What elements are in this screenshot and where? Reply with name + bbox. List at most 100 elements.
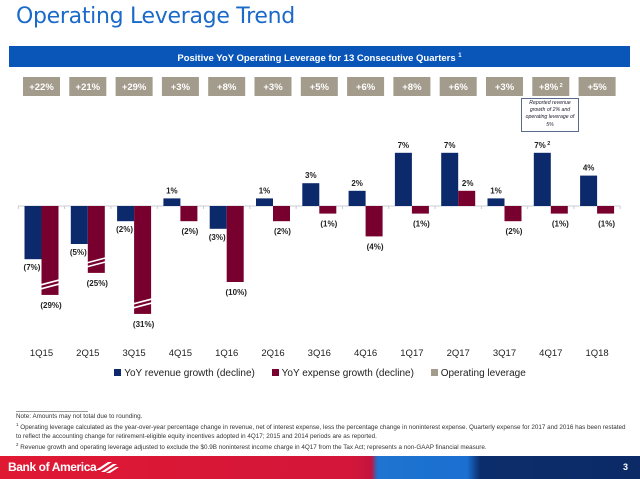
leverage-label: +3% [171, 82, 191, 93]
axis-break-mark [132, 298, 153, 305]
footnote-text: Note: Amounts may not total due to round… [16, 413, 143, 420]
footnotes: Note: Amounts may not total due to round… [16, 413, 631, 452]
legend-swatch-revenue [114, 369, 122, 376]
leverage-box [439, 77, 477, 96]
expense-label: (10%) [226, 288, 248, 297]
leverage-label: +22% [29, 82, 54, 93]
x-tick-label: 1Q18 [585, 348, 608, 359]
expense-bar [365, 206, 383, 237]
leverage-label: +5% [310, 82, 330, 93]
revenue-label: (7%) [24, 263, 41, 272]
legend-label-expense: YoY expense growth (decline) [281, 368, 414, 379]
x-tick-label: 4Q16 [354, 348, 377, 359]
axis-break-mark [40, 283, 60, 290]
x-tick-label: 4Q15 [169, 348, 192, 359]
revenue-bar [302, 183, 320, 206]
revenue-bar [441, 152, 459, 206]
expense-bar [226, 206, 244, 282]
expense-label: (1%) [552, 220, 569, 229]
revenue-bar [580, 175, 598, 206]
leverage-label: +8% [402, 82, 422, 93]
axis-break-mark [40, 279, 60, 286]
leverage-box [23, 77, 60, 96]
expense-bar [87, 206, 105, 273]
expense-label: (2%) [506, 227, 523, 236]
expense-label: (4%) [367, 242, 384, 251]
legend-item-revenue: YoY revenue growth (decline) [114, 368, 255, 379]
revenue-label: 1% [490, 186, 502, 195]
leverage-box [300, 77, 338, 96]
expense-bar [319, 206, 337, 214]
revenue-bar [487, 198, 505, 206]
expense-bar [504, 206, 522, 222]
legend-label-revenue: YoY revenue growth (decline) [124, 368, 255, 379]
revenue-label: 4% [583, 164, 595, 173]
banner-text: Positive YoY Operating Leverage for 13 C… [177, 53, 456, 65]
leverage-label: +3% [495, 82, 515, 93]
expense-label: (1%) [320, 220, 337, 229]
leverage-box [578, 77, 616, 96]
x-tick-label: 2Q17 [447, 348, 470, 359]
revenue-label: 1% [166, 186, 178, 195]
expense-label: 2% [462, 179, 474, 188]
x-tick-label: 2Q15 [76, 348, 99, 359]
expense-bar [411, 206, 429, 214]
x-tick-label: 2Q16 [261, 348, 284, 359]
revenue-label: 1% [259, 186, 271, 195]
leverage-label: +6% [356, 82, 376, 93]
revenue-bar [70, 206, 88, 244]
expense-bar [41, 206, 59, 295]
flag-logo-icon [96, 462, 119, 473]
revenue-label: 7% [398, 141, 410, 150]
expense-bar [458, 190, 476, 206]
leverage-box [69, 77, 107, 96]
axis-break-mark [86, 257, 107, 264]
banner: Positive YoY Operating Leverage for 13 C… [9, 46, 630, 67]
footnote-text: Operating leverage calculated as the yea… [16, 424, 626, 440]
revenue-bar [24, 206, 42, 260]
revenue-bar [163, 198, 181, 206]
expense-bar [273, 206, 290, 222]
footnote-mark: 2 [16, 441, 19, 447]
x-tick-label: 3Q16 [308, 348, 331, 359]
x-tick-label: 1Q16 [215, 348, 238, 359]
leverage-box [532, 77, 570, 96]
revenue-bar [348, 190, 366, 206]
chart-legend: YoY revenue growth (decline) YoY expense… [0, 368, 640, 379]
page-number: 3 [622, 462, 628, 472]
x-tick-label: 3Q15 [122, 348, 145, 359]
bar-chart: +22% (7%) (29%) 1Q15 +21% (5%) (25%) 2Q15 +29% (2… [17, 77, 621, 359]
expense-label: (31%) [133, 320, 155, 329]
leverage-label: +8% 2 [539, 82, 563, 93]
leverage-box [161, 77, 199, 96]
leverage-label: +5% [587, 82, 607, 93]
revenue-bar [533, 152, 551, 206]
leverage-box [208, 77, 246, 96]
revenue-label: (2%) [116, 225, 133, 234]
revenue-label: 3% [305, 171, 317, 180]
leverage-label: +8% [217, 82, 237, 93]
expense-bar [134, 206, 152, 314]
x-tick-label: 4Q17 [539, 348, 562, 359]
revenue-bar [394, 152, 412, 206]
revenue-bar [256, 198, 273, 206]
revenue-label: (5%) [70, 248, 87, 257]
x-tick-label: 1Q17 [400, 348, 423, 359]
callout-note: Reported revenue growth of 2% and operat… [521, 98, 579, 132]
notes-divider [16, 411, 88, 412]
leverage-label: +6% [449, 82, 469, 93]
expense-label: (25%) [87, 279, 109, 288]
legend-swatch-expense [271, 369, 279, 376]
expense-bar [597, 206, 615, 214]
legend-label-leverage: Operating leverage [440, 368, 526, 379]
leverage-box [254, 77, 292, 96]
page-title: Operating Leverage Trend [16, 4, 295, 29]
expense-label: (1%) [598, 220, 615, 229]
footnote-1: 1 Operating leverage calculated as the y… [16, 421, 631, 441]
leverage-box [486, 77, 523, 96]
axis-break-mark [132, 302, 153, 309]
expense-label: (1%) [413, 220, 430, 229]
revenue-label: (3%) [209, 233, 226, 242]
legend-swatch-leverage [430, 369, 438, 376]
expense-bar [180, 206, 198, 222]
